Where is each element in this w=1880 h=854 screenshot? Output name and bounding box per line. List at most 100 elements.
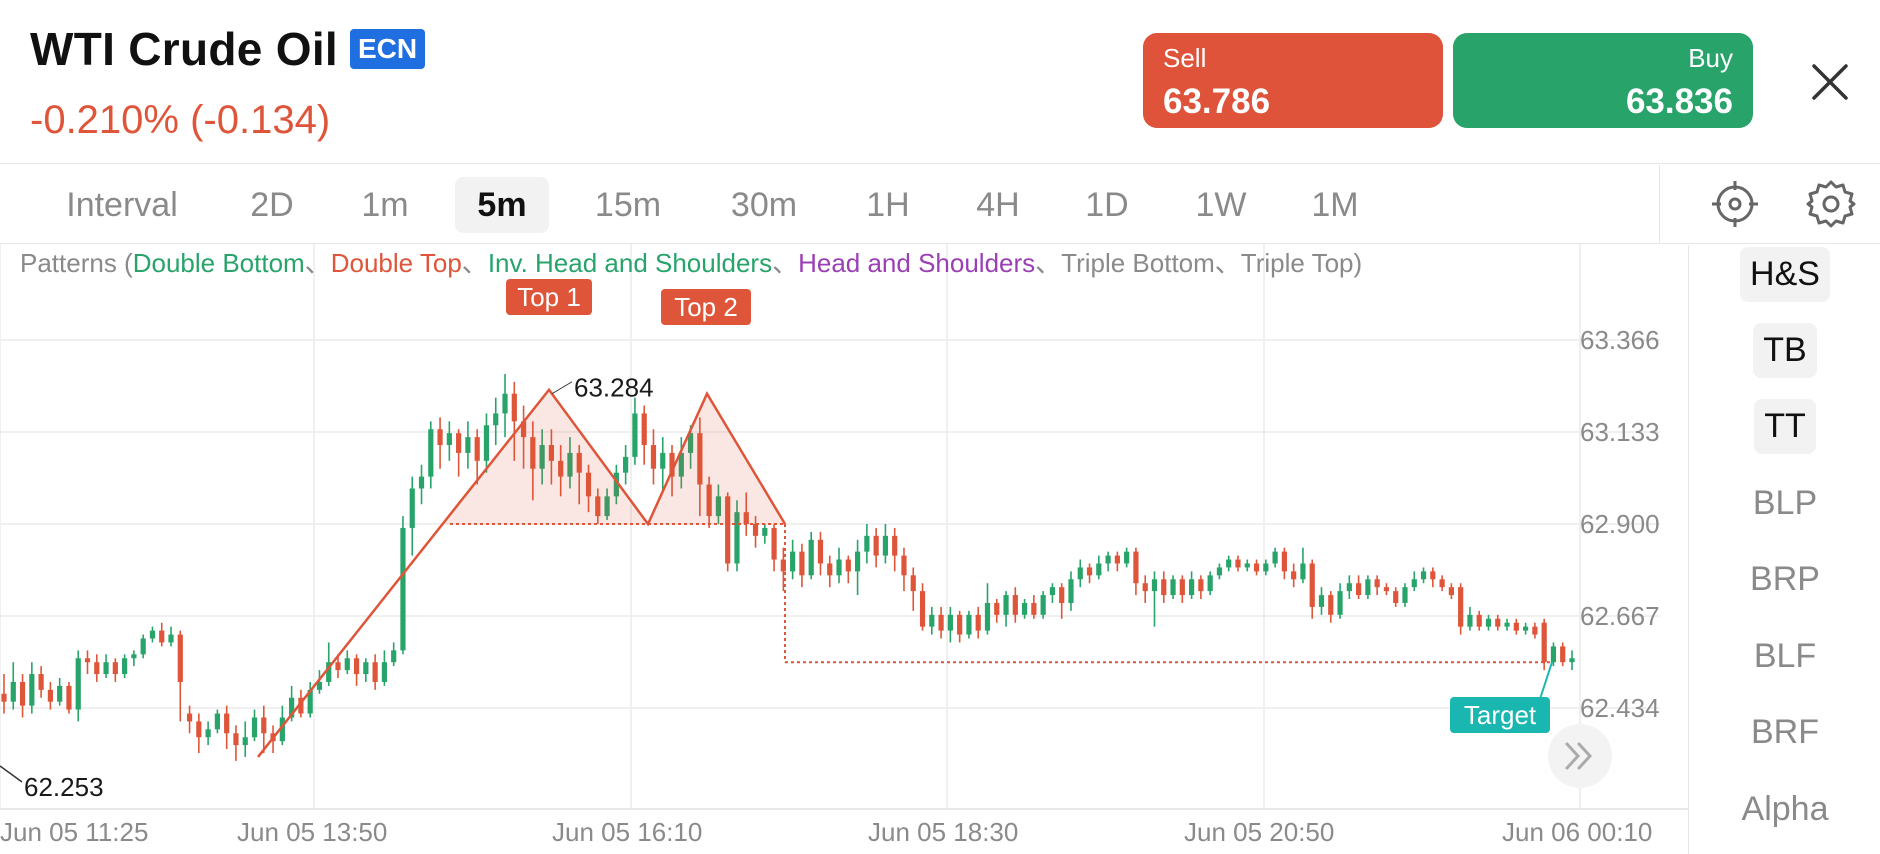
candle-body (1560, 646, 1566, 663)
price-chart[interactable]: Top 1 Top 2 Target 63.284 62.253 63.366 63.13… (0, 244, 1688, 854)
side-item-blp[interactable]: BLP (1689, 476, 1880, 531)
candle-body (938, 614, 944, 631)
candle (650, 429, 657, 485)
side-item-tt[interactable]: TT (1689, 399, 1880, 454)
candle-body (474, 437, 480, 461)
candle (47, 681, 53, 710)
side-item-tb[interactable]: TB (1689, 323, 1880, 378)
candle (400, 516, 406, 655)
candle-body (1003, 595, 1009, 615)
candle (1198, 575, 1204, 600)
patterns-legend: Patterns (Double Bottom、Double Top、Inv. … (20, 243, 1362, 280)
tab-1h[interactable]: 1H (866, 186, 910, 224)
side-item-label: BRF (1751, 713, 1819, 751)
candle-body (1337, 591, 1343, 615)
double-chevron-right-icon (1565, 742, 1593, 770)
candle-body (1430, 571, 1436, 580)
tab-15m[interactable]: 15m (594, 186, 662, 224)
candle (1458, 583, 1464, 635)
tab-4h[interactable]: 4H (976, 186, 1020, 224)
tab-30m[interactable]: 30m (730, 186, 798, 224)
instrument-title: WTI Crude Oil (30, 23, 338, 75)
candle (1253, 559, 1260, 576)
candle (1133, 547, 1139, 596)
close-icon[interactable] (1808, 60, 1852, 104)
tab-1w[interactable]: 1W (1195, 186, 1247, 224)
candle-body (372, 662, 378, 682)
x-tick-label: Jun 05 16:10 (552, 817, 702, 847)
gear-icon[interactable] (1806, 179, 1856, 229)
candle-body (168, 634, 174, 643)
side-item-blf[interactable]: BLF (1689, 629, 1880, 684)
candle (929, 606, 935, 635)
candle-body (854, 551, 861, 572)
candle-body (307, 689, 313, 714)
candle-body (400, 527, 406, 651)
candle-body (1328, 595, 1334, 615)
candle (94, 654, 100, 682)
candle (140, 634, 146, 659)
side-item-hs[interactable]: H&S (1689, 247, 1880, 302)
candle (428, 421, 434, 489)
side-item-brf[interactable]: BRF (1689, 705, 1880, 760)
legend-sep: 、 (304, 248, 331, 278)
candle-body (734, 512, 740, 564)
top2-label: Top 2 (661, 289, 751, 325)
buy-button[interactable]: Buy 63.836 (1453, 33, 1753, 128)
toolbar-divider (1659, 165, 1660, 244)
candle-body (567, 452, 573, 477)
legend-rest[interactable]: 、Triple Bottom、Triple Top) (1035, 248, 1363, 278)
candle (409, 476, 415, 556)
candle (326, 642, 332, 686)
candle-body (1133, 551, 1139, 584)
candle-body (1513, 622, 1519, 631)
candle-body (595, 496, 601, 517)
top1-label-text: Top 1 (517, 282, 581, 312)
tab-1d[interactable]: 1D (1085, 186, 1129, 224)
candle-body (381, 662, 388, 682)
candle (1467, 606, 1473, 631)
candle (715, 484, 722, 524)
candle (122, 654, 128, 678)
x-tick-label: Jun 05 13:50 (237, 817, 387, 847)
interval-label[interactable]: Interval (66, 186, 178, 224)
side-item-alpha[interactable]: Alpha (1689, 782, 1880, 837)
scroll-right-button[interactable] (1548, 724, 1612, 788)
candle-body (1569, 658, 1575, 663)
candle-body (882, 535, 889, 556)
candle-body (1300, 563, 1306, 580)
candle-body (1077, 567, 1083, 580)
candle (1226, 555, 1232, 572)
sell-button[interactable]: Sell 63.786 (1143, 33, 1443, 128)
candle (836, 547, 842, 584)
candle-body (1086, 567, 1093, 576)
candle-body (1263, 563, 1269, 572)
candle-body (1235, 559, 1241, 568)
tab-1mo[interactable]: 1M (1311, 186, 1359, 224)
candle-body (1170, 579, 1176, 596)
candle (391, 642, 397, 667)
side-item-brp[interactable]: BRP (1689, 552, 1880, 607)
crosshair-icon[interactable] (1710, 179, 1760, 229)
candle (66, 681, 72, 714)
candle-body (762, 527, 768, 536)
candle (1086, 563, 1093, 584)
candle-body (1439, 579, 1445, 588)
legend-sep: 、 (772, 248, 799, 278)
tab-2d[interactable]: 2D (250, 186, 294, 224)
candle-body (353, 658, 360, 675)
candle-body (697, 433, 703, 485)
tab-5m[interactable]: 5m (455, 177, 549, 233)
candle-body (808, 539, 814, 576)
tab-1m[interactable]: 1m (361, 186, 409, 224)
legend-head-shoulders[interactable]: Head and Shoulders (798, 248, 1036, 278)
legend-double-top[interactable]: Double Top (330, 248, 462, 278)
candle-body (743, 512, 749, 524)
candle-body (493, 413, 499, 426)
candle-body (845, 559, 851, 572)
legend-inv-head-shoulders[interactable]: Inv. Head and Shoulders (487, 248, 773, 278)
candle (1504, 618, 1510, 631)
candle-body (94, 662, 100, 675)
legend-double-bottom[interactable]: Double Bottom (132, 248, 305, 278)
y-tick-label: 63.366 (1580, 325, 1660, 355)
